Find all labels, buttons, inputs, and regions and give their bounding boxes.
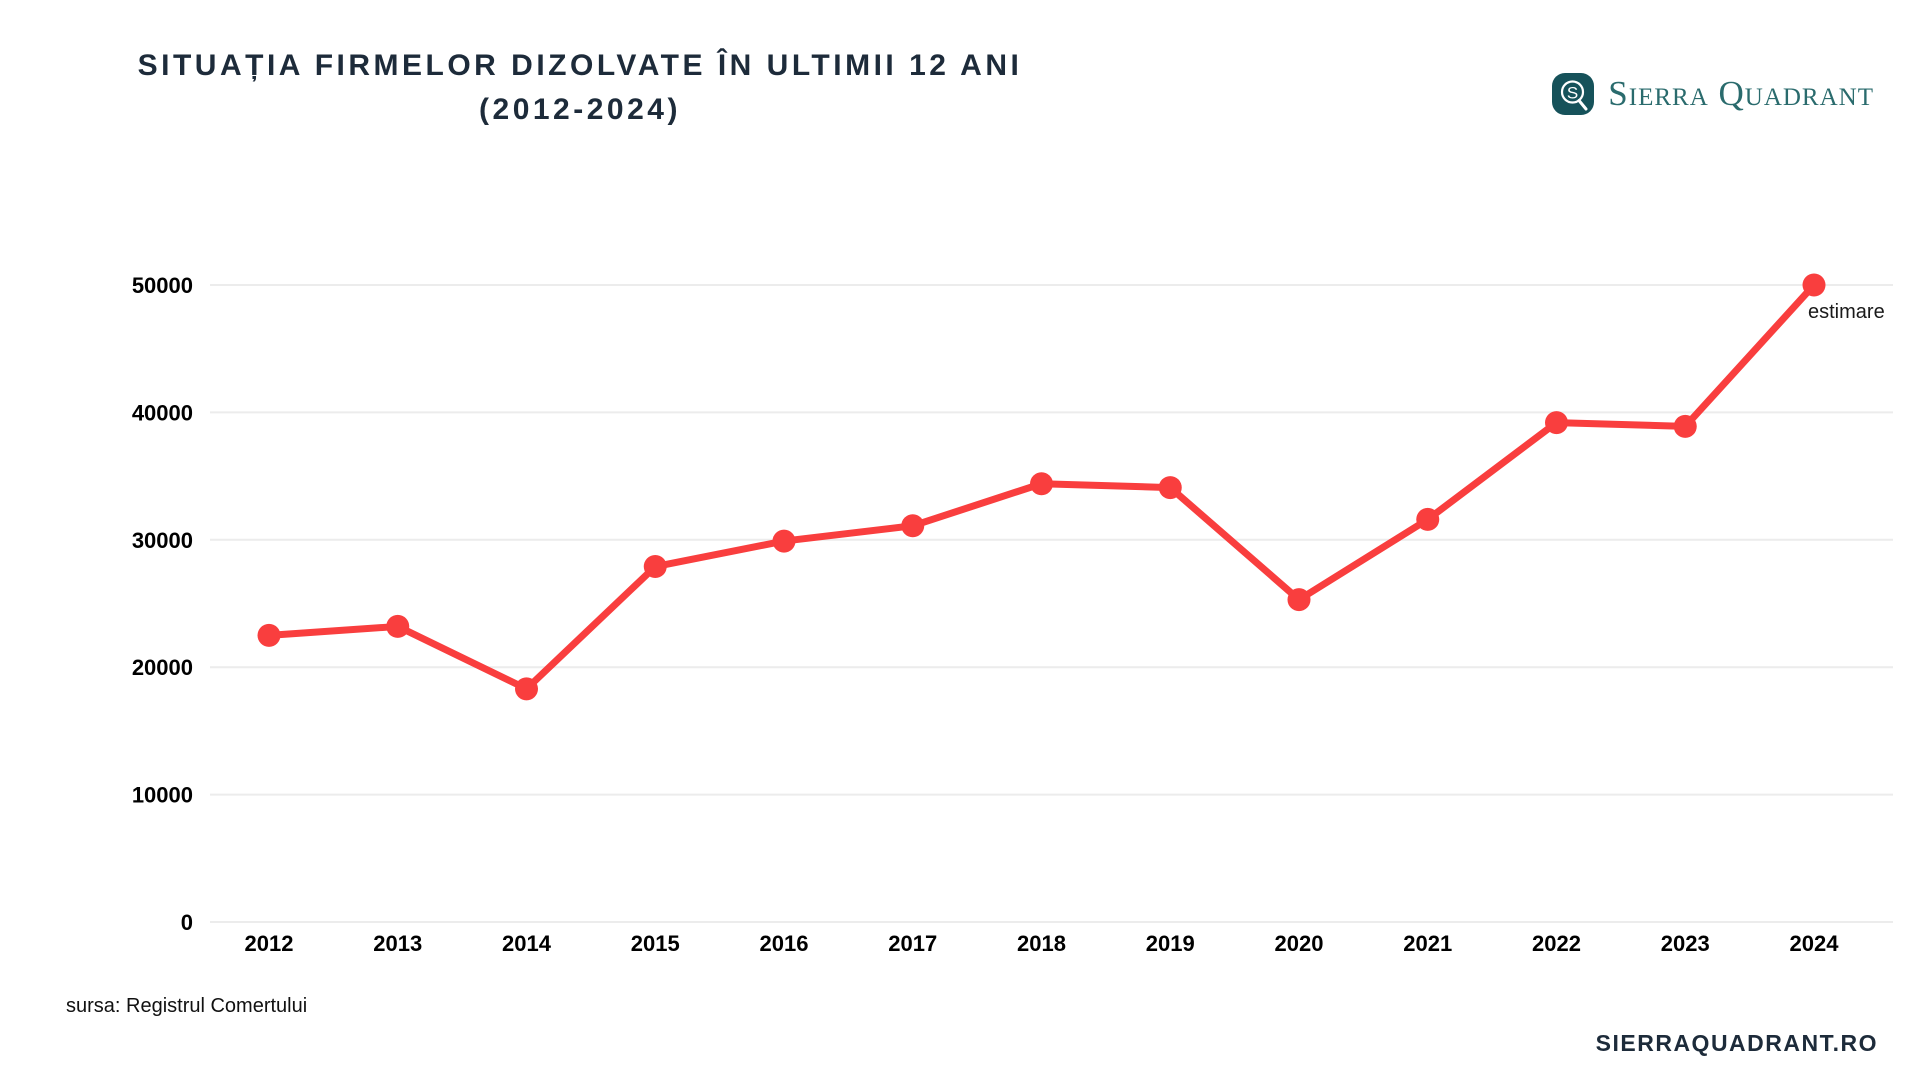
y-tick-label-0: 0: [181, 910, 193, 935]
x-tick-label-2021: 2021: [1403, 931, 1452, 956]
title-line-2: (2012-2024): [479, 93, 681, 126]
sierra-quadrant-icon: S: [1552, 73, 1595, 115]
x-tick-label-2018: 2018: [1017, 931, 1066, 956]
x-tick-label-2015: 2015: [631, 931, 680, 956]
x-tick-label-2014: 2014: [502, 931, 552, 956]
data-point-2022: [1545, 411, 1568, 435]
x-tick-label-2016: 2016: [760, 931, 809, 956]
data-point-2019: [1158, 476, 1182, 500]
data-point-2015: [643, 555, 667, 579]
x-tick-label-2012: 2012: [245, 931, 294, 956]
x-tick-label-2013: 2013: [373, 931, 422, 956]
x-tick-label-2017: 2017: [888, 931, 937, 956]
website-url: SIERRAQUADRANT.RO: [1595, 1030, 1878, 1056]
page-title: SITUAȚIA FIRMELOR DIZOLVATE ÎN ULTIMII 1…: [120, 44, 1040, 132]
x-tick-label-2023: 2023: [1661, 931, 1710, 956]
y-tick-label-10000: 10000: [132, 783, 193, 808]
data-point-2020: [1287, 588, 1311, 612]
y-tick-label-30000: 30000: [132, 528, 193, 553]
brand-logo: S Sierra Quadrant: [1551, 72, 1874, 116]
data-point-2014: [515, 677, 538, 701]
data-point-2018: [1030, 472, 1053, 496]
brand-name: Sierra Quadrant: [1608, 74, 1874, 113]
data-point-2021: [1416, 507, 1440, 531]
x-tick-label-2020: 2020: [1275, 931, 1324, 956]
data-point-2012: [257, 623, 281, 647]
data-point-2017: [901, 514, 925, 538]
y-tick-label-50000: 50000: [132, 273, 193, 298]
y-tick-label-40000: 40000: [132, 400, 193, 425]
data-point-2016: [772, 529, 796, 553]
estimate-annotation: estimare: [1808, 301, 1885, 323]
source-note: sursa: Registrul Comertului: [66, 995, 308, 1017]
data-point-2024: [1802, 273, 1826, 297]
x-tick-label-2022: 2022: [1532, 931, 1581, 956]
data-point-2013: [386, 614, 410, 638]
y-tick-label-20000: 20000: [132, 655, 193, 680]
x-tick-label-2024: 2024: [1790, 931, 1840, 956]
data-point-2023: [1673, 414, 1697, 438]
title-line-1: SITUAȚIA FIRMELOR DIZOLVATE ÎN ULTIMII 1…: [137, 49, 1023, 82]
logo-monogram-letter: S: [1567, 84, 1578, 103]
x-tick-label-2019: 2019: [1146, 931, 1195, 956]
